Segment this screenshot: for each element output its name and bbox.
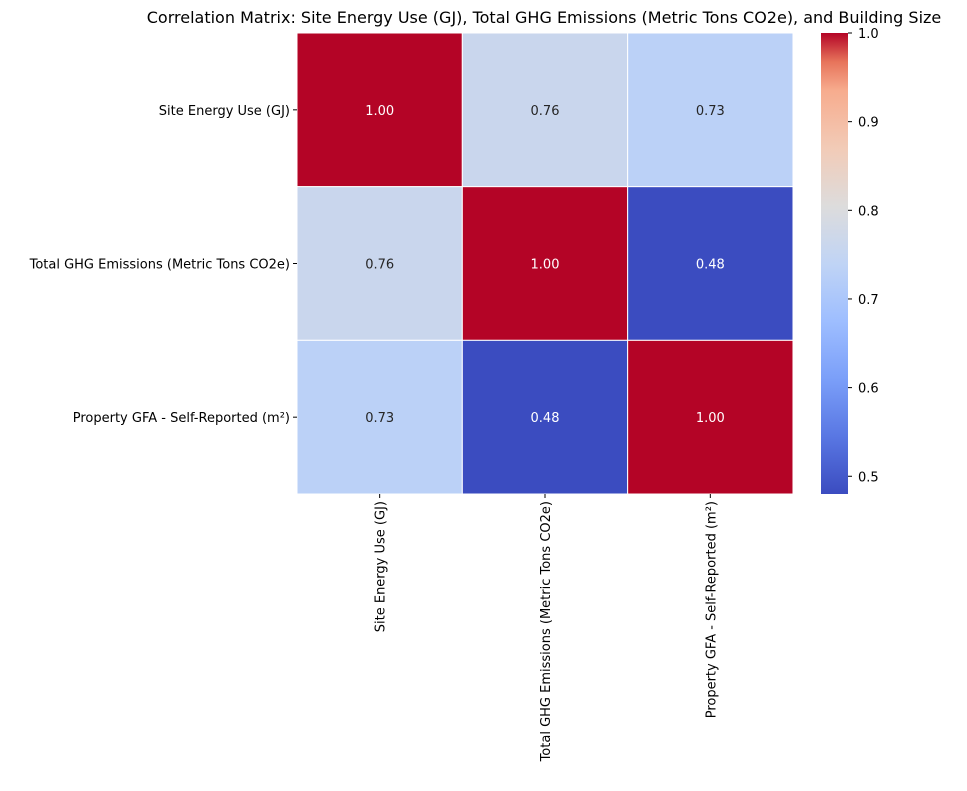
y-tick-label: Property GFA - Self-Reported (m²) (73, 411, 290, 426)
cell-annotation: 0.73 (696, 104, 725, 119)
x-tick-label: Site Energy Use (GJ) (374, 501, 389, 632)
y-axis: Site Energy Use (GJ) Total GHG Emissions … (29, 104, 297, 426)
cell-annotation: 0.48 (531, 411, 560, 426)
colorbar-axis: 0.5 0.6 0.7 0.8 0.9 1.0 (848, 27, 879, 485)
colorbar-tick-label: 1.0 (858, 27, 879, 42)
cell-annotation: 1.00 (696, 411, 725, 426)
cell-annotation: 1.00 (531, 258, 560, 273)
heatmap-cell-r0-c2 (627, 32, 794, 188)
colorbar-tick-label: 0.6 (858, 382, 879, 397)
x-axis: Site Energy Use (GJ) Total GHG Emissions … (374, 494, 719, 762)
colorbar-tick-label: 0.5 (858, 470, 879, 485)
heatmap-cell-r1-c0 (296, 186, 463, 341)
heatmap-cell-r2-c1 (461, 339, 629, 495)
heatmap-cell-r0-c1 (461, 32, 629, 188)
heatmap-annotations: 1.00 0.76 0.73 0.76 1.00 0.48 0.73 0.48 1.00 (365, 104, 725, 426)
heatmap-cell-r1-c2 (627, 186, 794, 341)
x-tick-label: Property GFA - Self-Reported (m²) (704, 501, 719, 718)
y-tick-label: Site Energy Use (GJ) (159, 104, 290, 119)
colorbar-tick-label: 0.7 (858, 293, 879, 308)
colorbar (821, 33, 848, 494)
cell-annotation: 0.73 (365, 411, 394, 426)
chart-title: Correlation Matrix: Site Energy Use (GJ)… (147, 8, 942, 27)
colorbar-tick-label: 0.8 (858, 204, 879, 219)
cell-annotation: 0.48 (696, 258, 725, 273)
y-tick-label: Total GHG Emissions (Metric Tons CO2e) (29, 258, 290, 273)
cell-annotation: 0.76 (365, 258, 394, 273)
heatmap-cells (296, 32, 794, 495)
colorbar-tick-label: 0.9 (858, 116, 879, 131)
heatmap-cell-r2-c0 (296, 339, 463, 495)
x-tick-label: Total GHG Emissions (Metric Tons CO2e) (539, 501, 554, 762)
cell-annotation: 0.76 (531, 104, 560, 119)
cell-annotation: 1.00 (365, 104, 394, 119)
heatmap-cell-r0-c0 (296, 32, 463, 188)
heatmap-cell-r1-c1 (461, 186, 629, 341)
